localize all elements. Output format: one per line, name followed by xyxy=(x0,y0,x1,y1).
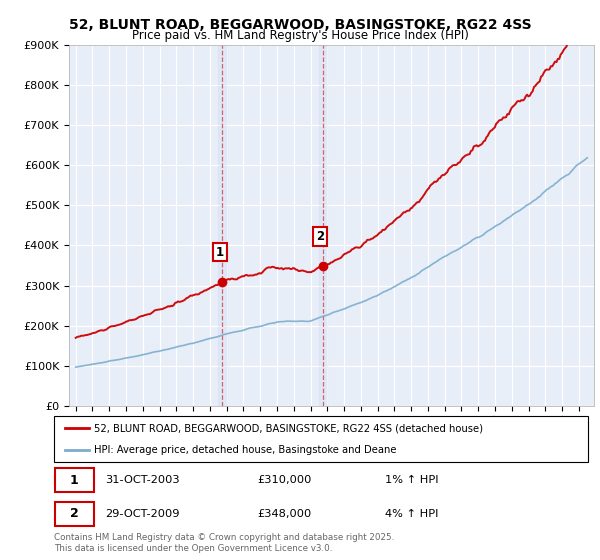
Bar xyxy=(218,45,227,406)
Text: 1% ↑ HPI: 1% ↑ HPI xyxy=(385,475,439,486)
Text: 4% ↑ HPI: 4% ↑ HPI xyxy=(385,508,439,519)
Text: Contains HM Land Registry data © Crown copyright and database right 2025.
This d: Contains HM Land Registry data © Crown c… xyxy=(54,533,394,553)
Text: 52, BLUNT ROAD, BEGGARWOOD, BASINGSTOKE, RG22 4SS (detached house): 52, BLUNT ROAD, BEGGARWOOD, BASINGSTOKE,… xyxy=(94,423,483,433)
Text: HPI: Average price, detached house, Basingstoke and Deane: HPI: Average price, detached house, Basi… xyxy=(94,445,397,455)
FancyBboxPatch shape xyxy=(55,502,94,526)
FancyBboxPatch shape xyxy=(54,416,588,462)
Text: 52, BLUNT ROAD, BEGGARWOOD, BASINGSTOKE, RG22 4SS: 52, BLUNT ROAD, BEGGARWOOD, BASINGSTOKE,… xyxy=(68,18,532,32)
Text: £310,000: £310,000 xyxy=(257,475,311,486)
Text: £348,000: £348,000 xyxy=(257,508,311,519)
Text: 1: 1 xyxy=(216,245,224,259)
FancyBboxPatch shape xyxy=(55,468,94,492)
Bar xyxy=(319,45,328,406)
Text: 29-OCT-2009: 29-OCT-2009 xyxy=(105,508,179,519)
Text: 31-OCT-2003: 31-OCT-2003 xyxy=(105,475,179,486)
Text: Price paid vs. HM Land Registry's House Price Index (HPI): Price paid vs. HM Land Registry's House … xyxy=(131,29,469,42)
Text: 2: 2 xyxy=(70,507,79,520)
Text: 1: 1 xyxy=(70,474,79,487)
Text: 2: 2 xyxy=(316,230,325,243)
